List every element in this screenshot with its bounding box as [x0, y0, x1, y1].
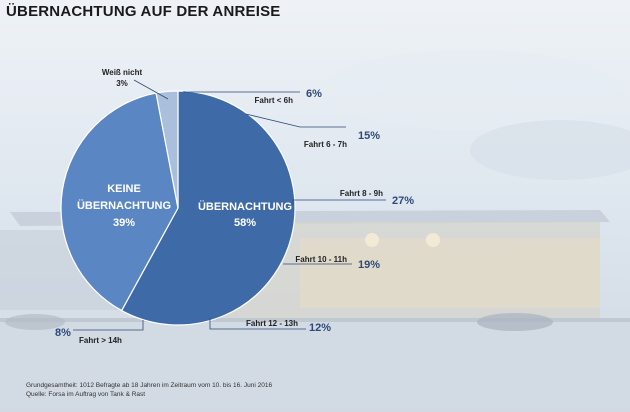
label-dont-know: Weiß nicht: [102, 68, 143, 77]
value-overnight: 58%: [234, 217, 256, 229]
label-drive-5: Fahrt 12 - 13h: [246, 319, 298, 328]
value-dont-know: 3%: [116, 79, 128, 88]
leader-dont-know: [133, 79, 169, 100]
leader-drive-6: [73, 320, 144, 331]
value-no-overnight: 39%: [113, 217, 135, 229]
label-drive-6: Fahrt > 14h: [79, 336, 122, 345]
footnote-source: Quelle: Forsa im Auftrag von Tank & Rast: [26, 391, 146, 398]
value-drive-2: 15%: [358, 130, 380, 142]
label-overnight: ÜBERNACHTUNG: [198, 200, 292, 213]
footnote: Grundgesamtheit: 1012 Befragte ab 18 Jah…: [26, 381, 272, 399]
leader-drive-2: [245, 113, 346, 128]
value-drive-6: 8%: [55, 327, 71, 339]
value-drive-3: 27%: [392, 195, 414, 207]
value-drive-5: 12%: [309, 322, 331, 334]
value-drive-4: 19%: [358, 259, 380, 271]
leader-drive-3: [292, 199, 386, 205]
leader-drive-5: [209, 318, 306, 330]
slice-overnight: [120, 90, 296, 326]
footnote-sample: Grundgesamtheit: 1012 Befragte ab 18 Jah…: [26, 382, 273, 389]
label-no-overnight-line2: ÜBERNACHTUNG: [77, 199, 171, 212]
label-drive-4: Fahrt 10 - 11h: [295, 255, 347, 264]
slice-dont-know: [155, 90, 179, 209]
label-no-overnight-line1: KEINE: [107, 183, 141, 195]
leader-drive-1: [183, 91, 300, 93]
page-title: ÜBERNACHTUNG AUF DER ANREISE: [6, 3, 281, 20]
value-drive-1: 6%: [306, 88, 322, 100]
label-drive-1: Fahrt < 6h: [255, 96, 294, 105]
slice-no-overnight: [60, 92, 179, 312]
label-drive-2: Fahrt 6 - 7h: [304, 140, 347, 149]
label-drive-3: Fahrt 8 - 9h: [340, 189, 383, 198]
